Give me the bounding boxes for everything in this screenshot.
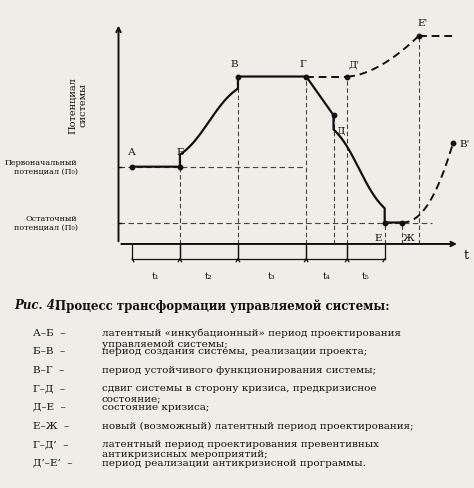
Text: t₁: t₁ <box>152 271 160 280</box>
Text: Г: Г <box>300 60 306 69</box>
Text: А–Б  –: А–Б – <box>33 328 66 337</box>
Text: Е': Е' <box>417 20 428 28</box>
Text: Остаточный
потенциал (П₀): Остаточный потенциал (П₀) <box>14 214 78 232</box>
Text: Б–В  –: Б–В – <box>33 346 65 355</box>
Text: В–Г  –: В–Г – <box>33 365 64 374</box>
Text: t₅: t₅ <box>362 271 370 280</box>
Text: t₂: t₂ <box>205 271 213 280</box>
Text: t: t <box>463 249 468 262</box>
Text: Г–Д’  –: Г–Д’ – <box>33 439 69 448</box>
Text: период реализации антикризисной программы.: период реализации антикризисной программ… <box>102 458 366 467</box>
Text: Е: Е <box>374 234 382 243</box>
Text: Д': Д' <box>348 60 360 69</box>
Text: состояние кризиса;: состояние кризиса; <box>102 402 210 411</box>
Text: t₄: t₄ <box>323 271 330 280</box>
Text: В: В <box>231 60 238 69</box>
Text: Д–Е  –: Д–Е – <box>33 402 66 411</box>
Text: Ж: Ж <box>403 234 414 243</box>
Text: латентный «инкубационный» период проектирования
управляемой системы;: латентный «инкубационный» период проекти… <box>102 328 401 348</box>
Text: период устойчивого функционирования системы;: период устойчивого функционирования сист… <box>102 365 376 374</box>
Text: Б: Б <box>176 148 184 157</box>
Text: Рис. 4.: Рис. 4. <box>14 299 59 312</box>
Text: А: А <box>128 148 136 157</box>
Text: период создания системы, реализации проекта;: период создания системы, реализации прое… <box>102 346 367 355</box>
Text: Процесс трансформации управляемой системы:: Процесс трансформации управляемой систем… <box>55 299 389 312</box>
Text: латентный период проектирования превентивных
антикризисных мероприятий;: латентный период проектирования превенти… <box>102 439 379 459</box>
Text: Первоначальный
потенциал (П₀): Первоначальный потенциал (П₀) <box>5 159 78 176</box>
Text: Д: Д <box>336 126 345 135</box>
Text: Д’–Е’  –: Д’–Е’ – <box>33 458 73 467</box>
Text: Потенциал
системы: Потенциал системы <box>68 77 87 134</box>
Text: Е–Ж  –: Е–Ж – <box>33 421 69 429</box>
Text: сдвиг системы в сторону кризиса, предкризисное
состояние;: сдвиг системы в сторону кризиса, предкри… <box>102 384 376 403</box>
Text: В': В' <box>460 139 470 148</box>
Text: Г–Д  –: Г–Д – <box>33 384 65 392</box>
Text: t₃: t₃ <box>268 271 276 280</box>
Text: новый (возможный) латентный период проектирования;: новый (возможный) латентный период проек… <box>102 421 413 430</box>
